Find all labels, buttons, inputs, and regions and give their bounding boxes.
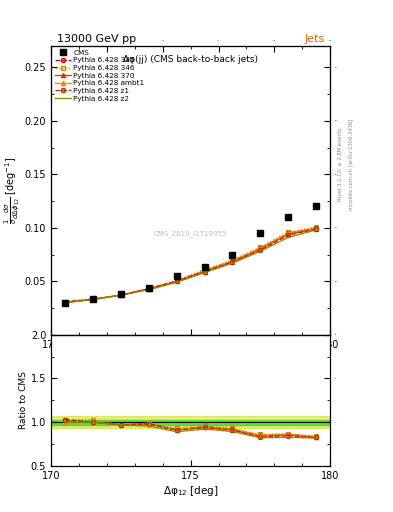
CMS [230, 251, 235, 258]
CMS [91, 296, 95, 303]
CMS [202, 264, 207, 270]
Legend: CMS, Pythia 6.428 345, Pythia 6.428 346, Pythia 6.428 370, Pythia 6.428 ambt1, P: CMS, Pythia 6.428 345, Pythia 6.428 346,… [53, 48, 146, 103]
Text: Δφ(jj) (CMS back-to-back jets): Δφ(jj) (CMS back-to-back jets) [123, 55, 258, 63]
Text: Rivet 3.1.10; ≥ 2.8M events: Rivet 3.1.10; ≥ 2.8M events [338, 127, 342, 201]
X-axis label: Δφ$_{12}$ [deg]: Δφ$_{12}$ [deg] [163, 483, 219, 498]
Bar [51, 416, 330, 429]
CMS [174, 273, 179, 279]
Bar [51, 419, 330, 425]
CMS [147, 285, 151, 291]
Text: Jets: Jets [304, 33, 325, 44]
CMS [314, 203, 319, 209]
Y-axis label: Ratio to CMS: Ratio to CMS [19, 371, 28, 429]
Text: mcplots.cern.ch [arXiv:1306.3436]: mcplots.cern.ch [arXiv:1306.3436] [349, 118, 354, 209]
Text: CMS_2019_I1719955: CMS_2019_I1719955 [154, 230, 227, 237]
Line: CMS: CMS [62, 204, 319, 306]
CMS [286, 214, 291, 220]
Y-axis label: $\frac{1}{\sigma}\frac{d\sigma}{d\Delta\phi_{12}}$ [deg$^{-1}$]: $\frac{1}{\sigma}\frac{d\sigma}{d\Delta\… [2, 157, 22, 224]
Text: 13000 GeV pp: 13000 GeV pp [57, 33, 136, 44]
CMS [63, 300, 68, 306]
CMS [258, 230, 263, 236]
CMS [119, 291, 123, 297]
